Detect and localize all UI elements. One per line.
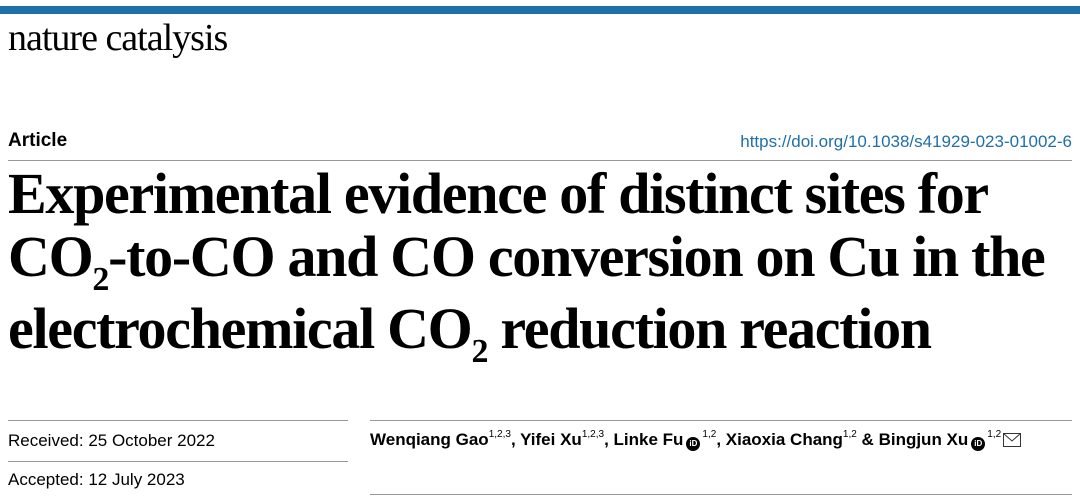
author-list: Wenqiang Gao1,2,3, Yifei Xu1,2,3, Linke …: [370, 429, 1022, 452]
author-name[interactable]: Linke Fu: [613, 430, 684, 449]
authors-divider-top: [370, 420, 1072, 421]
journal-logo[interactable]: nature catalysis: [8, 17, 228, 59]
author-separator: &: [856, 430, 879, 449]
authors-divider-bottom: [370, 494, 1072, 495]
orcid-icon[interactable]: iD: [971, 437, 986, 451]
author-name[interactable]: Xiaoxia Chang: [725, 430, 843, 449]
author-affiliation[interactable]: 1,2: [842, 429, 857, 441]
author-affiliation[interactable]: 1,2: [702, 429, 717, 441]
author-name[interactable]: Wenqiang Gao: [370, 430, 489, 449]
envelope-icon[interactable]: [1003, 432, 1022, 452]
author-name[interactable]: Bingjun Xu: [878, 430, 969, 449]
author-name[interactable]: Yifei Xu: [520, 430, 582, 449]
dates-divider-middle: [8, 461, 348, 462]
author-affiliation[interactable]: 1,2,3: [581, 429, 605, 441]
accepted-date: Accepted: 12 July 2023: [8, 470, 185, 489]
author-affiliation[interactable]: 1,2,3: [488, 429, 511, 441]
article-type-label: Article: [8, 130, 68, 151]
top-accent-bar: [0, 6, 1080, 14]
title-line-1: Experimental evidence of distinct sites …: [8, 161, 989, 226]
author-separator: ,: [510, 430, 521, 449]
title-line-2: CO2-to-CO and CO conversion on Cu in the: [8, 224, 1046, 298]
author-separator: ,: [604, 430, 614, 449]
dates-divider-top: [8, 420, 348, 421]
article-title: Experimental evidence of distinct sites …: [8, 161, 1068, 370]
author-separator: ,: [716, 430, 726, 449]
received-date: Received: 25 October 2022: [8, 431, 215, 450]
author-affiliation[interactable]: 1,2: [987, 429, 1002, 441]
orcid-icon[interactable]: iD: [686, 437, 701, 451]
header-divider: [8, 160, 1072, 161]
title-line-3: electrochemical CO2 reduction reaction: [8, 296, 932, 370]
doi-link[interactable]: https://doi.org/10.1038/s41929-023-01002…: [740, 132, 1072, 151]
